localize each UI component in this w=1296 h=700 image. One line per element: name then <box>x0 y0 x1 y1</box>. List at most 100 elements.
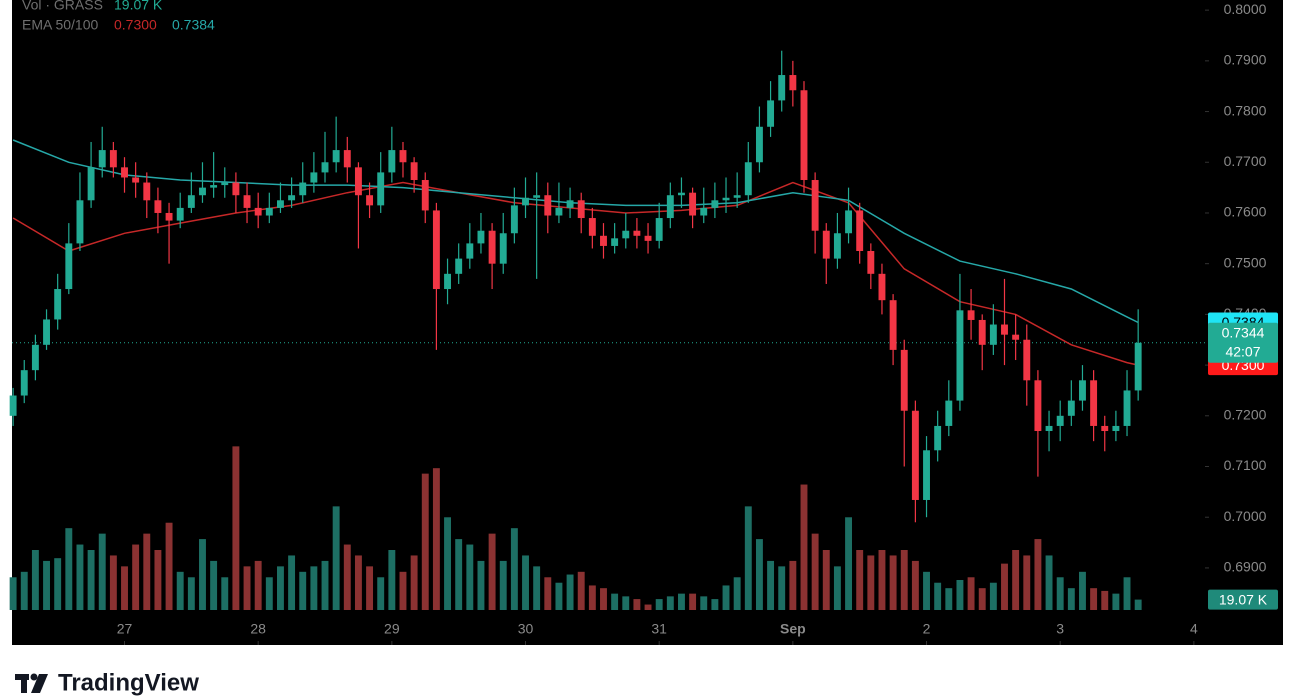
candle-body <box>31 344 39 371</box>
volume-bar <box>9 577 17 610</box>
candle-body <box>789 75 797 91</box>
x-tick-label: 4 <box>1190 621 1198 637</box>
volume-bar <box>221 577 229 610</box>
volume-bar <box>577 571 585 610</box>
y-tick-label: 0.7000 <box>1224 508 1267 524</box>
volume-bar <box>1123 577 1131 610</box>
volume-bar <box>377 577 385 610</box>
candle-body <box>232 182 240 196</box>
brand-logo <box>15 673 48 693</box>
candle-body <box>522 197 529 206</box>
candle-body <box>744 162 752 196</box>
candle-body <box>377 172 385 206</box>
volume-bar <box>1067 588 1075 610</box>
volume-bar <box>900 550 908 610</box>
x-tick-label: 29 <box>384 621 400 637</box>
candle-body <box>299 182 307 196</box>
candle-body <box>1056 415 1064 426</box>
volume-bar <box>43 560 50 610</box>
candle-body <box>143 182 151 201</box>
candle-body <box>588 218 596 236</box>
volume-badge <box>1208 589 1278 610</box>
volume-bar <box>722 585 730 610</box>
candle-body <box>9 395 17 416</box>
volume-bar <box>967 577 975 610</box>
candle-body <box>210 185 218 188</box>
candle-body <box>265 207 273 216</box>
volume-bar <box>310 566 318 610</box>
volume-bar <box>109 555 117 610</box>
volume-bar <box>299 571 307 610</box>
volume-bar <box>956 580 964 610</box>
volume-bar <box>767 560 775 610</box>
volume-bar <box>945 588 953 610</box>
volume-bar <box>1134 599 1142 610</box>
candle-body <box>1034 380 1042 432</box>
volume-bar <box>1079 571 1086 610</box>
volume-bar <box>455 539 463 610</box>
volume-bar <box>700 596 708 610</box>
candle-body <box>833 233 841 259</box>
x-tick-label: 3 <box>1056 621 1064 637</box>
candle-body <box>254 207 262 216</box>
candle-body <box>711 200 719 208</box>
candle-body <box>288 195 296 201</box>
volume-badge-label: 19.07 K <box>1219 591 1268 607</box>
y-tick-label: 0.7900 <box>1224 52 1267 68</box>
volume-bar <box>98 533 106 610</box>
volume-bar <box>31 550 39 610</box>
volume-bar <box>399 571 407 610</box>
candle-body <box>689 192 697 216</box>
volume-bar <box>477 560 485 610</box>
volume-bar <box>555 582 563 610</box>
candle-body <box>199 187 206 196</box>
candle-body <box>332 150 340 163</box>
candle-body <box>544 195 552 216</box>
volume-bar <box>889 555 897 610</box>
volume-bar <box>978 588 986 610</box>
candle-body <box>310 172 318 183</box>
volume-bar <box>388 550 396 610</box>
volume-bar <box>1112 593 1120 610</box>
candle-body <box>555 207 563 216</box>
candle-body <box>822 230 830 259</box>
candle-body <box>700 207 708 216</box>
candle-body <box>911 410 919 500</box>
candle-body <box>1134 342 1142 391</box>
logo-slash <box>31 674 48 693</box>
candle-body <box>98 150 106 168</box>
volume-bar <box>121 566 128 610</box>
volume-bar <box>1090 588 1098 610</box>
candle-body <box>655 218 663 241</box>
legend-text: 0.7300 <box>114 17 157 33</box>
volume-bar <box>332 506 340 610</box>
volume-bar <box>432 468 440 610</box>
candle-body <box>678 192 685 196</box>
legend-text: 0.7384 <box>172 17 215 33</box>
candle-body <box>978 319 986 345</box>
x-tick-label: 30 <box>518 621 534 637</box>
candle-body <box>733 195 741 198</box>
candle-body <box>1123 390 1131 426</box>
x-tick-label: Sep <box>780 621 806 637</box>
volume-bar <box>510 528 518 610</box>
volume-bar <box>689 593 697 610</box>
volume-bar <box>76 544 84 610</box>
volume-bar <box>176 571 184 610</box>
x-tick-label: 28 <box>250 621 266 637</box>
legend-text: Vol · GRASS <box>22 0 103 13</box>
candle-body <box>466 243 474 259</box>
chart-background <box>12 0 1283 645</box>
volume-bar <box>911 560 919 610</box>
candle-body <box>956 310 964 401</box>
volume-bar <box>210 560 218 610</box>
candle-body <box>1023 339 1031 381</box>
candle-body <box>1045 425 1053 432</box>
volume-bar <box>678 593 685 610</box>
volume-bar <box>1034 539 1042 610</box>
y-tick-label: 0.6900 <box>1224 559 1267 575</box>
volume-bar <box>20 571 28 610</box>
candle-body <box>388 150 396 173</box>
volume-bar <box>867 555 875 610</box>
